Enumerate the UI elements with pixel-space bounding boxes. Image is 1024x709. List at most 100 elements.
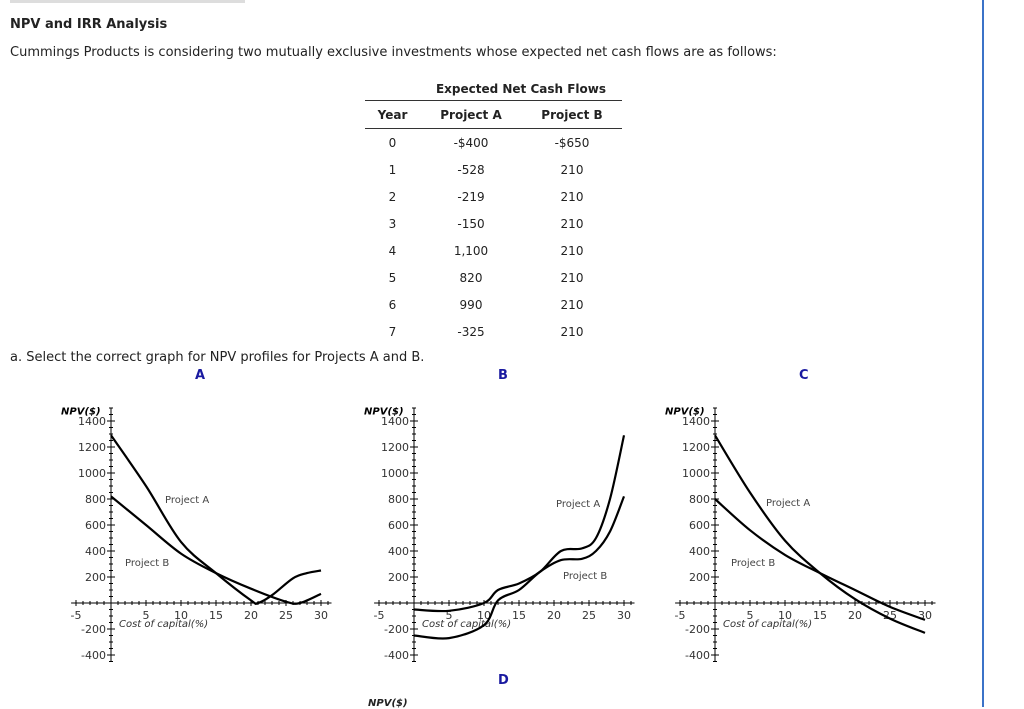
y-tick-label: 1200	[381, 441, 409, 454]
y-tick-label: 1200	[682, 441, 710, 454]
table-cell: 210	[560, 297, 584, 312]
y-tick-label: 1400	[381, 415, 409, 428]
table-cell: -325	[457, 324, 485, 339]
table-row: 7 -325 210	[365, 318, 622, 345]
intro-text: Cummings Products is considering two mut…	[10, 45, 777, 60]
table-row: 5 820 210	[365, 264, 622, 291]
y-tick-label: 1400	[682, 415, 710, 428]
series-line-project-a	[413, 435, 626, 613]
table-cell: 0	[388, 135, 397, 150]
chart-d-ylabel: NPV($)	[368, 698, 408, 709]
npv-graph-a[interactable]: -5 5 10 15 20 25 30 1400 1200 1000 800 600 400 200 -20…	[0, 385, 340, 675]
option-label-c[interactable]: C	[799, 368, 809, 383]
y-tick-label: 600	[85, 519, 106, 532]
x-tick-label: 30	[314, 609, 328, 622]
table-cell: -$650	[554, 135, 590, 150]
x-tick-label: 5	[747, 609, 754, 622]
top-divider	[10, 0, 245, 3]
y-tick-label: -200	[81, 623, 106, 636]
table-row: 0 -$400 -$650	[365, 129, 622, 157]
table-cell: -219	[457, 189, 485, 204]
question-text: a. Select the correct graph for NPV prof…	[10, 350, 425, 365]
right-border	[982, 0, 984, 707]
table-cell: 6	[388, 297, 397, 312]
y-tick-label: 1000	[682, 467, 710, 480]
x-tick-label: 15	[512, 609, 526, 622]
y-tick-label: 600	[689, 519, 710, 532]
x-tick-label: 25	[582, 609, 596, 622]
table-cell: 210	[560, 324, 584, 339]
y-tick-label: 1400	[78, 415, 106, 428]
col-header: Project A	[420, 100, 522, 129]
y-tick-label: 1000	[381, 467, 409, 480]
table-cell: -150	[457, 216, 485, 231]
table-cell: 5	[388, 270, 397, 285]
y-tick-label: 400	[85, 545, 106, 558]
y-tick-label: 400	[388, 545, 409, 558]
x-tick-label: -5	[675, 609, 686, 622]
npv-graph-b[interactable]: -5 5 10 15 20 25 30 1400 1200 1000 800 600 400 200 -20…	[303, 385, 643, 675]
table-row: 4 1,100 210	[365, 237, 622, 264]
table-cell: 210	[560, 270, 584, 285]
series-line-project-b	[110, 495, 322, 605]
x-tick-label: 10	[477, 609, 491, 622]
series-label: Project B	[563, 571, 607, 582]
cash-flow-table: Expected Net Cash Flows Year Project A Pro…	[365, 78, 622, 345]
x-tick-label: 20	[244, 609, 258, 622]
table-cell: 210	[560, 162, 584, 177]
y-tick-label: -200	[685, 623, 710, 636]
option-label-d[interactable]: D	[498, 673, 509, 688]
x-tick-label: 15	[209, 609, 223, 622]
y-axis-title: NPV($)	[665, 407, 705, 418]
table-row: 1 -528 210	[365, 156, 622, 183]
table-cell: 1	[388, 162, 397, 177]
y-tick-label: -400	[384, 649, 409, 662]
x-tick-label: 25	[279, 609, 293, 622]
x-tick-label: 5	[143, 609, 150, 622]
y-axis-title: NPV($)	[61, 407, 101, 418]
x-tick-label: 20	[848, 609, 862, 622]
x-tick-label: 20	[547, 609, 561, 622]
npv-graph-c[interactable]: -5 5 10 15 20 25 30 1400 1200 1000 800 600 400 200 -20…	[604, 385, 944, 675]
table-row: 6 990 210	[365, 291, 622, 318]
y-tick-label: -200	[384, 623, 409, 636]
x-tick-label: 10	[778, 609, 792, 622]
x-tick-label: 15	[813, 609, 827, 622]
x-tick-label: 10	[174, 609, 188, 622]
series-label: Project B	[125, 558, 169, 569]
table-row: 3 -150 210	[365, 210, 622, 237]
table-cell: 7	[388, 324, 397, 339]
col-header: Year	[365, 100, 420, 129]
table-cell: 2	[388, 189, 397, 204]
table-cell: 1,100	[453, 243, 489, 258]
series-label: Project A	[766, 498, 810, 509]
x-tick-label: -5	[71, 609, 82, 622]
y-tick-label: 800	[85, 493, 106, 506]
x-axis-title: Cost of capital(%)	[422, 619, 511, 630]
x-tick-label: -5	[374, 609, 385, 622]
table-cell: 210	[560, 243, 584, 258]
table-cell: 4	[388, 243, 397, 258]
option-label-b[interactable]: B	[498, 368, 508, 383]
col-header: Project B	[522, 100, 622, 129]
series-label: Project A	[165, 495, 209, 506]
x-tick-label: 25	[883, 609, 897, 622]
y-axis-title: NPV($)	[364, 407, 404, 418]
x-tick-label: 5	[446, 609, 453, 622]
y-tick-label: 600	[388, 519, 409, 532]
y-tick-label: 1200	[78, 441, 106, 454]
table-cell: 820	[459, 270, 483, 285]
y-tick-label: 200	[388, 571, 409, 584]
y-tick-label: -400	[685, 649, 710, 662]
table-cell: 3	[388, 216, 397, 231]
table-cell: 990	[459, 297, 483, 312]
table-row: 2 -219 210	[365, 183, 622, 210]
y-tick-label: 1000	[78, 467, 106, 480]
option-label-a[interactable]: A	[195, 368, 206, 383]
x-axis-title: Cost of capital(%)	[119, 619, 208, 630]
series-line-project-b	[714, 498, 926, 621]
y-tick-label: 800	[689, 493, 710, 506]
page-title: NPV and IRR Analysis	[10, 17, 168, 32]
y-tick-label: 800	[388, 493, 409, 506]
group-header: Expected Net Cash Flows	[420, 78, 622, 101]
